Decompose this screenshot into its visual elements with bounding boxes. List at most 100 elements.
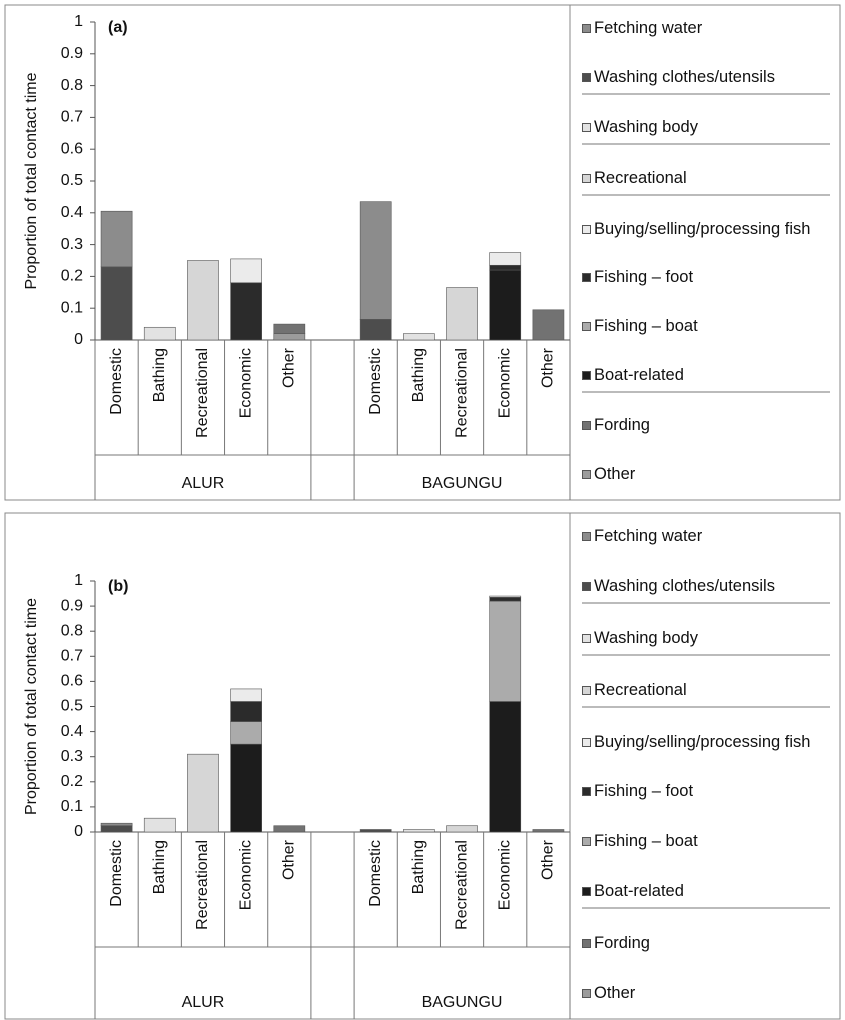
bar-segment: [100, 825, 133, 833]
bar-segment: [100, 210, 133, 268]
group-label: ALUR: [182, 475, 225, 492]
legend-label: Other: [594, 983, 636, 1002]
x-tick-label: Other: [540, 839, 557, 880]
legend-label: Recreational: [594, 168, 687, 187]
bar-segment: [230, 258, 262, 284]
x-tick-label: Economic: [237, 840, 254, 910]
y-axis-title: Proportion of total contact time: [23, 72, 40, 289]
bar-segment: [230, 721, 262, 745]
legend-swatch: [582, 582, 591, 592]
legend-swatch: [582, 23, 591, 33]
legend-swatch: [582, 886, 591, 896]
legend-label: Washing body: [594, 118, 698, 137]
legend-label: Fishing – foot: [594, 782, 694, 801]
legend-item: Fetching water: [582, 15, 830, 44]
legend-swatch: [582, 421, 591, 431]
y-tick-label: 1: [74, 13, 83, 30]
legend-item: Fishing – foot: [582, 778, 830, 807]
legend-label: Fording: [594, 416, 650, 435]
y-tick-label: 0.4: [61, 723, 83, 740]
bar-segment: [532, 309, 565, 341]
bar-segment: [143, 326, 176, 341]
legend-swatch: [582, 685, 591, 695]
x-tick-label: Domestic: [367, 348, 384, 415]
y-tick-label: 0.4: [61, 204, 83, 221]
bar-segment: [359, 829, 392, 833]
y-tick-label: 0.6: [61, 140, 83, 157]
legend-swatch: [582, 273, 591, 283]
x-tick-label: Bathing: [151, 348, 168, 402]
bar-segment: [143, 817, 176, 833]
legend-item: Recreational: [582, 165, 830, 196]
legend-swatch: [582, 72, 591, 82]
bar-segment: [446, 825, 478, 833]
bar-segment: [489, 595, 522, 598]
panel-label: (a): [108, 19, 128, 36]
legend-item: Boat-related: [582, 362, 830, 393]
panel-frame: [4, 512, 841, 1020]
legend-item: Washing body: [582, 114, 830, 146]
x-tick-label: Recreational: [194, 840, 211, 930]
x-tick-label: Recreational: [453, 840, 470, 930]
legend-label: Fishing – foot: [594, 268, 694, 287]
x-tick-label: Domestic: [367, 840, 384, 907]
panel-frame: [4, 4, 841, 501]
x-tick-label: Recreational: [194, 348, 211, 438]
bar-segment: [273, 333, 306, 341]
legend-item: Fishing – boat: [582, 313, 830, 342]
legend-label: Washing body: [594, 628, 698, 647]
legend-item: Washing clothes/utensils: [582, 64, 830, 95]
y-tick-label: 0.1: [61, 299, 83, 316]
bar-segment: [446, 287, 478, 341]
legend-item: Recreational: [582, 677, 830, 708]
y-tick-label: 0.8: [61, 622, 83, 639]
bar-segment: [273, 825, 306, 833]
legend: Fetching water Washing clothes/utensils Wa…: [572, 5, 838, 500]
bar-segment: [489, 701, 522, 833]
legend-item: Washing body: [582, 625, 830, 656]
legend-swatch: [582, 370, 591, 380]
y-tick-label: 0.6: [61, 673, 83, 690]
legend-swatch: [582, 938, 591, 948]
legend-swatch: [582, 988, 591, 998]
legend: Fetching water Washing clothes/utensils Wa…: [572, 513, 838, 1019]
legend-label: Buying/selling/processing fish: [594, 732, 811, 751]
x-tick-label: Bathing: [410, 348, 427, 402]
legend-label: Fishing – boat: [594, 832, 698, 851]
legend-swatch: [582, 837, 591, 847]
bar-segment: [100, 266, 133, 341]
bar-segment: [187, 753, 219, 833]
group-label: ALUR: [182, 994, 225, 1011]
bar-segment: [230, 701, 262, 722]
legend-label: Fetching water: [594, 527, 703, 546]
bar-segment: [489, 600, 522, 702]
bar-segment: [489, 264, 522, 271]
bar-segment: [359, 201, 392, 320]
bar-segment: [489, 269, 522, 341]
legend-swatch: [582, 321, 591, 331]
legend-item: Other: [582, 461, 830, 490]
bar-segment: [230, 743, 262, 833]
legend-swatch: [582, 470, 591, 480]
legend-swatch: [582, 173, 591, 183]
y-axis-title: Proportion of total contact time: [23, 598, 40, 815]
legend-swatch: [582, 787, 591, 797]
legend-swatch: [582, 123, 591, 133]
y-tick-label: 0: [74, 823, 83, 840]
y-tick-label: 0.9: [61, 597, 83, 614]
x-tick-label: Economic: [496, 348, 513, 418]
legend-swatch: [582, 224, 591, 234]
y-tick-label: 0.5: [61, 172, 83, 189]
x-tick-label: Bathing: [410, 840, 427, 894]
y-tick-label: 0: [74, 331, 83, 348]
bar-segment: [532, 829, 565, 833]
y-tick-label: 0.9: [61, 45, 83, 62]
bar-segment: [403, 333, 435, 341]
legend-item: Other: [582, 980, 830, 1009]
bar-segment: [359, 319, 392, 341]
bar-segment: [489, 252, 522, 266]
bar-segment: [230, 688, 262, 702]
group-label: BAGUNGU: [422, 475, 503, 492]
legend-swatch: [582, 737, 591, 747]
